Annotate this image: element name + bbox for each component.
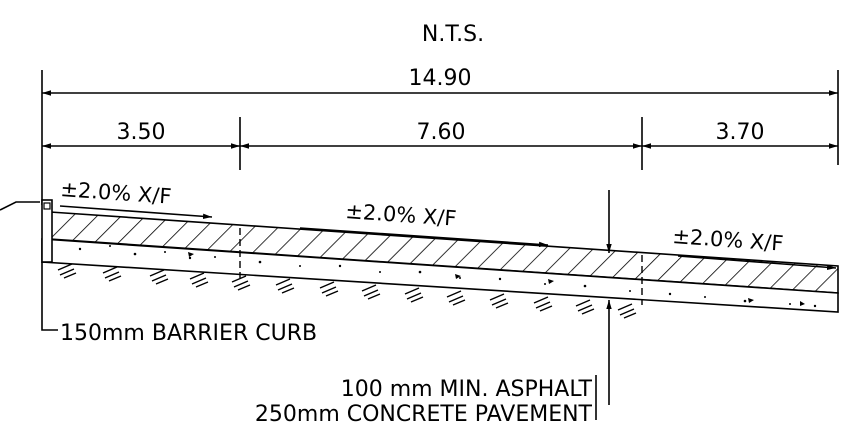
slope-label-middle: ±2.0% X/F [345, 199, 458, 231]
right-dimension: 3.70 [716, 120, 765, 145]
concrete-aggregate [78, 245, 817, 308]
curb-top-detail [43, 202, 51, 210]
pavement-section [41, 199, 839, 319]
slope-arrow-middle [299, 227, 549, 248]
overall-dimension: 14.90 [409, 66, 472, 91]
slope-label-right: ±2.0% X/F [672, 224, 785, 256]
asphalt-callout: 100 mm MIN. ASPHALT [341, 377, 593, 402]
slope-arrow-left [59, 205, 213, 220]
slope-label-left: ±2.0% X/F [60, 177, 173, 209]
left-dimension: 3.50 [117, 120, 166, 145]
subgrade-symbols [57, 263, 637, 319]
curb-callout: 150mm BARRIER CURB [60, 321, 317, 346]
curb-top-leader [0, 201, 40, 211]
nts-note: N.T.S. [422, 22, 484, 47]
curb-callout-leader [41, 262, 58, 331]
middle-dimension: 7.60 [417, 120, 466, 145]
barrier-curb [41, 199, 53, 263]
concrete-callout: 250mm CONCRETE PAVEMENT [255, 402, 593, 427]
